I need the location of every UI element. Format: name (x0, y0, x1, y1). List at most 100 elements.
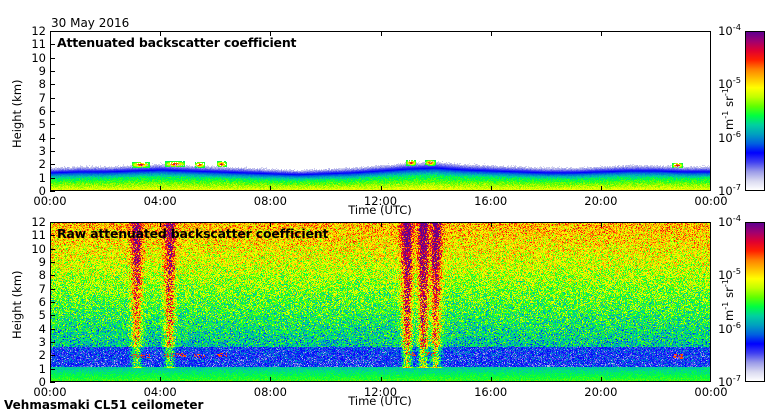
ytick-mark (50, 302, 55, 303)
ytick-label: 9 (38, 64, 46, 78)
footer-label: Vehmasmaki CL51 ceilometer (4, 398, 204, 412)
xtick-mark (381, 377, 382, 382)
xtick-label: 08:00 (253, 194, 287, 208)
colorbar-tick-label: 10-7 (718, 182, 741, 198)
ytick-label: 1 (38, 170, 46, 185)
xtick-mark (491, 31, 492, 36)
ytick-mark (50, 44, 55, 45)
colorbar-bottom-gradient (746, 223, 764, 381)
ytick-label: 6 (38, 295, 46, 309)
ytick-label: 11 (31, 228, 46, 243)
xlabel-raw-attenuated-backscatter: Time (UTC) (348, 394, 412, 408)
ytick-label: 5 (38, 308, 46, 323)
colorbar-tick-label: 10-4 (718, 22, 741, 38)
colorbar-top-unit-text: m-1 sr-1 (720, 87, 736, 130)
ytick-label: 4 (38, 321, 46, 336)
colorbar-tick-label: 10-6 (718, 128, 741, 145)
ytick-mark (50, 382, 55, 383)
ytick-mark (50, 369, 55, 370)
xtick-label: 00:00 (694, 385, 728, 399)
panel-title-raw-attenuated-backscatter: Raw attenuated backscatter coefficient (57, 226, 329, 241)
xtick-mark (491, 377, 492, 382)
ytick-mark (50, 262, 55, 263)
xtick-label: 16:00 (474, 194, 508, 208)
xtick-label: 00:00 (694, 194, 728, 208)
ytick-label: 2 (38, 348, 46, 363)
ytick-label: 9 (38, 255, 46, 269)
xtick-mark (381, 31, 382, 36)
colorbar-tick-label: 10-5 (718, 266, 741, 283)
xlabel-attenuated-backscatter: Time (UTC) (348, 203, 412, 217)
xtick-label: 20:00 (584, 194, 618, 208)
ytick-label: 11 (31, 37, 46, 52)
ytick-mark (50, 138, 55, 139)
heatmap-attenuated-backscatter (51, 32, 710, 190)
date-label: 30 May 2016 (51, 16, 130, 30)
ytick-mark (50, 111, 55, 112)
xtick-mark (270, 186, 271, 191)
xtick-label: 20:00 (584, 385, 618, 399)
xtick-mark (270, 222, 271, 227)
ytick-mark (50, 191, 55, 192)
xtick-mark (601, 186, 602, 191)
xtick-label: 08:00 (253, 385, 287, 399)
xtick-mark (160, 377, 161, 382)
ytick-label: 7 (38, 90, 46, 105)
xtick-mark (601, 377, 602, 382)
ytick-label: 1 (38, 361, 46, 376)
colorbar-top (745, 31, 765, 191)
ytick-label: 7 (38, 281, 46, 296)
colorbar-bottom-unit-text: m-1 sr-1 (720, 278, 736, 321)
ytick-label: 3 (38, 335, 46, 349)
ytick-label: 8 (38, 268, 46, 283)
xtick-label: 12:00 (363, 194, 398, 208)
xtick-mark (381, 222, 382, 227)
ytick-mark (50, 355, 55, 356)
ytick-label: 0 (38, 375, 46, 389)
ytick-mark (50, 58, 55, 59)
xtick-mark (601, 222, 602, 227)
ytick-label: 4 (38, 130, 46, 145)
heatmap-raw-attenuated-backscatter (51, 223, 710, 381)
ytick-mark (50, 84, 55, 85)
ytick-mark (50, 31, 55, 32)
ytick-mark (50, 342, 55, 343)
xtick-label: 00:00 (33, 194, 67, 208)
ytick-mark (50, 222, 55, 223)
xtick-mark (381, 186, 382, 191)
ytick-mark (50, 235, 55, 236)
ytick-label: 6 (38, 104, 46, 118)
panel-title-attenuated-backscatter: Attenuated backscatter coefficient (57, 35, 297, 50)
ytick-label: 0 (38, 184, 46, 198)
xtick-mark (160, 31, 161, 36)
ytick-mark (50, 98, 55, 99)
colorbar-top-unit-label: m-1 sr-1 (720, 87, 736, 130)
ytick-mark (50, 315, 55, 316)
xtick-label: 00:00 (33, 385, 67, 399)
ytick-label: 12 (31, 215, 46, 229)
ytick-mark (50, 289, 55, 290)
colorbar-tick-label: 10-6 (718, 319, 741, 336)
colorbar-tick-label: 10-7 (718, 373, 741, 389)
colorbar-bottom (745, 222, 765, 382)
xtick-mark (270, 377, 271, 382)
xtick-label: 12:00 (363, 385, 398, 399)
plot-area-attenuated-backscatter: Attenuated backscatter coefficient (50, 31, 711, 191)
ytick-label: 10 (31, 50, 46, 65)
ytick-label: 5 (38, 117, 46, 132)
colorbar-tick-label: 10-4 (718, 213, 741, 229)
ytick-label: 2 (38, 157, 46, 172)
xtick-mark (491, 222, 492, 227)
colorbar-tick-label: 10-5 (718, 75, 741, 92)
ytick-mark (50, 275, 55, 276)
ytick-mark (50, 71, 55, 72)
colorbar-top-gradient (746, 32, 764, 190)
xtick-mark (601, 31, 602, 36)
xtick-mark (491, 186, 492, 191)
ytick-label: 12 (31, 24, 46, 38)
ytick-mark (50, 124, 55, 125)
xtick-label: 16:00 (474, 385, 508, 399)
ylabel-attenuated-backscatter: Height (km) (10, 79, 24, 148)
ytick-mark (50, 164, 55, 165)
